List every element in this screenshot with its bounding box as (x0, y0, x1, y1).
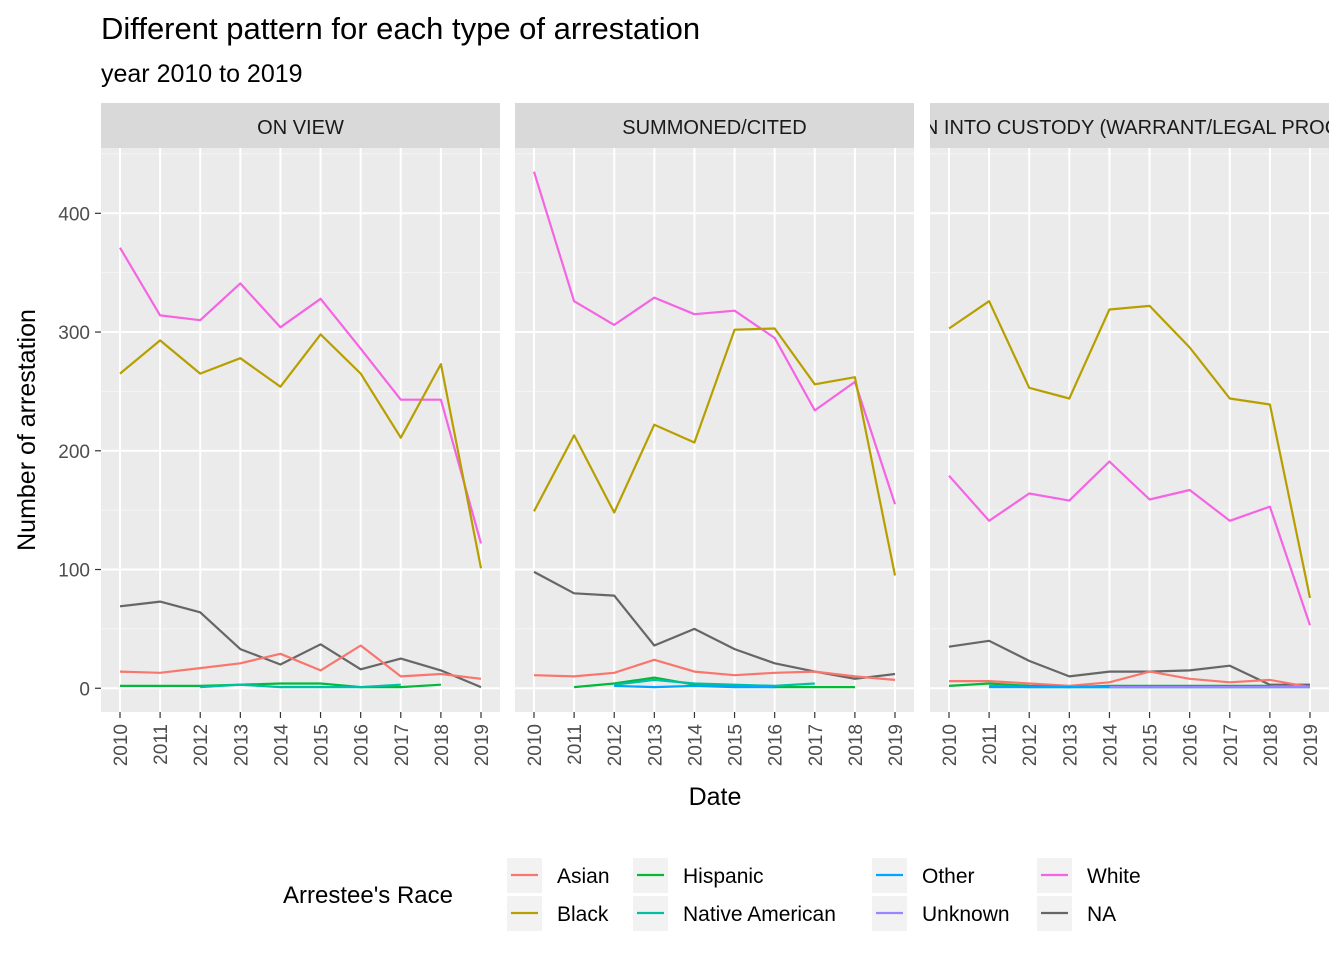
x-tick-label: 2019 (886, 724, 907, 766)
legend-item-unknown: Unknown (872, 896, 1010, 931)
legend-item-native-american: Native American (633, 896, 836, 931)
series-line-native-american (614, 678, 815, 687)
series-line-white (948, 460, 1312, 626)
series-line-hispanic (948, 682, 1270, 689)
y-tick-label: 400 (58, 204, 90, 225)
x-tick-label: 2014 (685, 724, 706, 767)
legend-item-white: White (1037, 858, 1141, 893)
x-tick-label: 2015 (312, 724, 333, 766)
series-line-na (948, 639, 1310, 686)
series-line-black (533, 327, 897, 576)
x-tick-label: 2013 (1060, 724, 1081, 766)
x-tick-label: 2016 (766, 724, 787, 766)
legend-label: Other (922, 865, 975, 888)
y-axis: 0 100 200 300 400 (58, 204, 101, 700)
x-tick-label: 2016 (1181, 724, 1202, 766)
x-tick-label: 2012 (605, 724, 626, 766)
facet-panels: ON VIEW 2010 2011 2012 2013 2014 2015 2016 2017 2… (101, 103, 1344, 767)
x-tick-label: 2014 (1100, 724, 1121, 767)
legend-label: Black (557, 903, 609, 926)
panel-background (101, 148, 500, 712)
panel-background (515, 148, 914, 712)
legend-label: Unknown (922, 903, 1010, 926)
x-tick-label: 2014 (271, 724, 292, 767)
y-tick-label: 200 (58, 442, 90, 463)
legend-label: Native American (683, 903, 836, 926)
legend-label: Hispanic (683, 865, 764, 888)
chart-title: Different pattern for each type of arres… (101, 11, 700, 46)
x-tick-label: 2012 (191, 724, 212, 766)
x-tick-label: 2018 (1261, 724, 1282, 766)
facet-panel-summoned-cited: SUMMONED/CITED 2010 2011 2012 2013 2014 2015 20… (515, 103, 914, 766)
series-line-na (533, 570, 896, 680)
series-line-asian (119, 644, 482, 680)
series-line-black (948, 300, 1312, 599)
x-tick-label: 2019 (1301, 724, 1322, 766)
x-tick-label: 2013 (645, 724, 666, 766)
x-tick-label: 2018 (432, 724, 453, 766)
x-tick-label: 2019 (472, 724, 493, 766)
legend-item-black: Black (507, 896, 609, 931)
x-tick-label: 2013 (231, 724, 252, 766)
facet-panel-on-view: ON VIEW 2010 2011 2012 2013 2014 2015 2016 2017 2… (101, 103, 500, 766)
y-tick-label: 100 (58, 561, 90, 582)
series-line-asian (949, 670, 1311, 689)
facet-strip (101, 103, 500, 148)
x-axis-title: Date (689, 783, 742, 811)
x-tick-label: 2010 (940, 724, 961, 766)
series-line-native-american (200, 683, 401, 689)
legend-label: NA (1087, 903, 1116, 926)
legend-item-asian: Asian (507, 858, 610, 893)
x-tick-label: 2010 (111, 724, 132, 766)
facet-strip-label: TAKEN INTO CUSTODY (WARRANT/LEGAL PROCES… (873, 117, 1344, 139)
facet-strip (515, 103, 914, 148)
facet-strip-label: SUMMONED/CITED (622, 117, 806, 139)
legend-item-hispanic: Hispanic (633, 858, 764, 893)
panel-background (930, 148, 1329, 712)
x-tick-label: 2010 (525, 724, 546, 766)
series-line-black (119, 333, 483, 569)
legend-title: Arrestee's Race (283, 882, 453, 909)
series-line-hispanic (120, 682, 441, 689)
x-tick-label: 2017 (806, 724, 827, 766)
facet-strip (930, 103, 1329, 148)
x-tick-label: 2017 (392, 724, 413, 766)
series-line-na (119, 600, 482, 689)
legend: Arrestee's Race Asian Black Hispanic Native… (283, 858, 1141, 931)
series-line-asian (533, 658, 896, 681)
series-line-white (532, 171, 897, 505)
legend-label: White (1087, 865, 1141, 888)
x-tick-label: 2011 (151, 724, 172, 765)
x-tick-label: 2012 (1020, 724, 1041, 766)
x-tick-label: 2015 (1141, 724, 1162, 766)
series-line-other (614, 684, 775, 689)
x-tick-label: 2016 (352, 724, 373, 766)
y-tick-label: 0 (79, 679, 90, 700)
legend-item-other: Other (872, 858, 975, 893)
y-axis-title: Number of arrestation (13, 309, 41, 551)
facet-panel-taken-into-custody-warrant-legal-process: TAKEN INTO CUSTODY (WARRANT/LEGAL PROCES… (873, 103, 1344, 767)
legend-label: Asian (557, 865, 610, 888)
series-line-hispanic (574, 676, 855, 689)
legend-item-na: NA (1037, 896, 1116, 931)
x-tick-label: 2011 (565, 724, 586, 765)
facet-strip-label: ON VIEW (257, 117, 344, 139)
x-tick-label: 2017 (1221, 724, 1242, 766)
x-tick-label: 2018 (846, 724, 867, 766)
chart-subtitle: year 2010 to 2019 (101, 60, 303, 88)
x-tick-label: 2015 (726, 724, 747, 766)
y-tick-label: 300 (58, 323, 90, 344)
x-tick-label: 2011 (980, 724, 1001, 765)
